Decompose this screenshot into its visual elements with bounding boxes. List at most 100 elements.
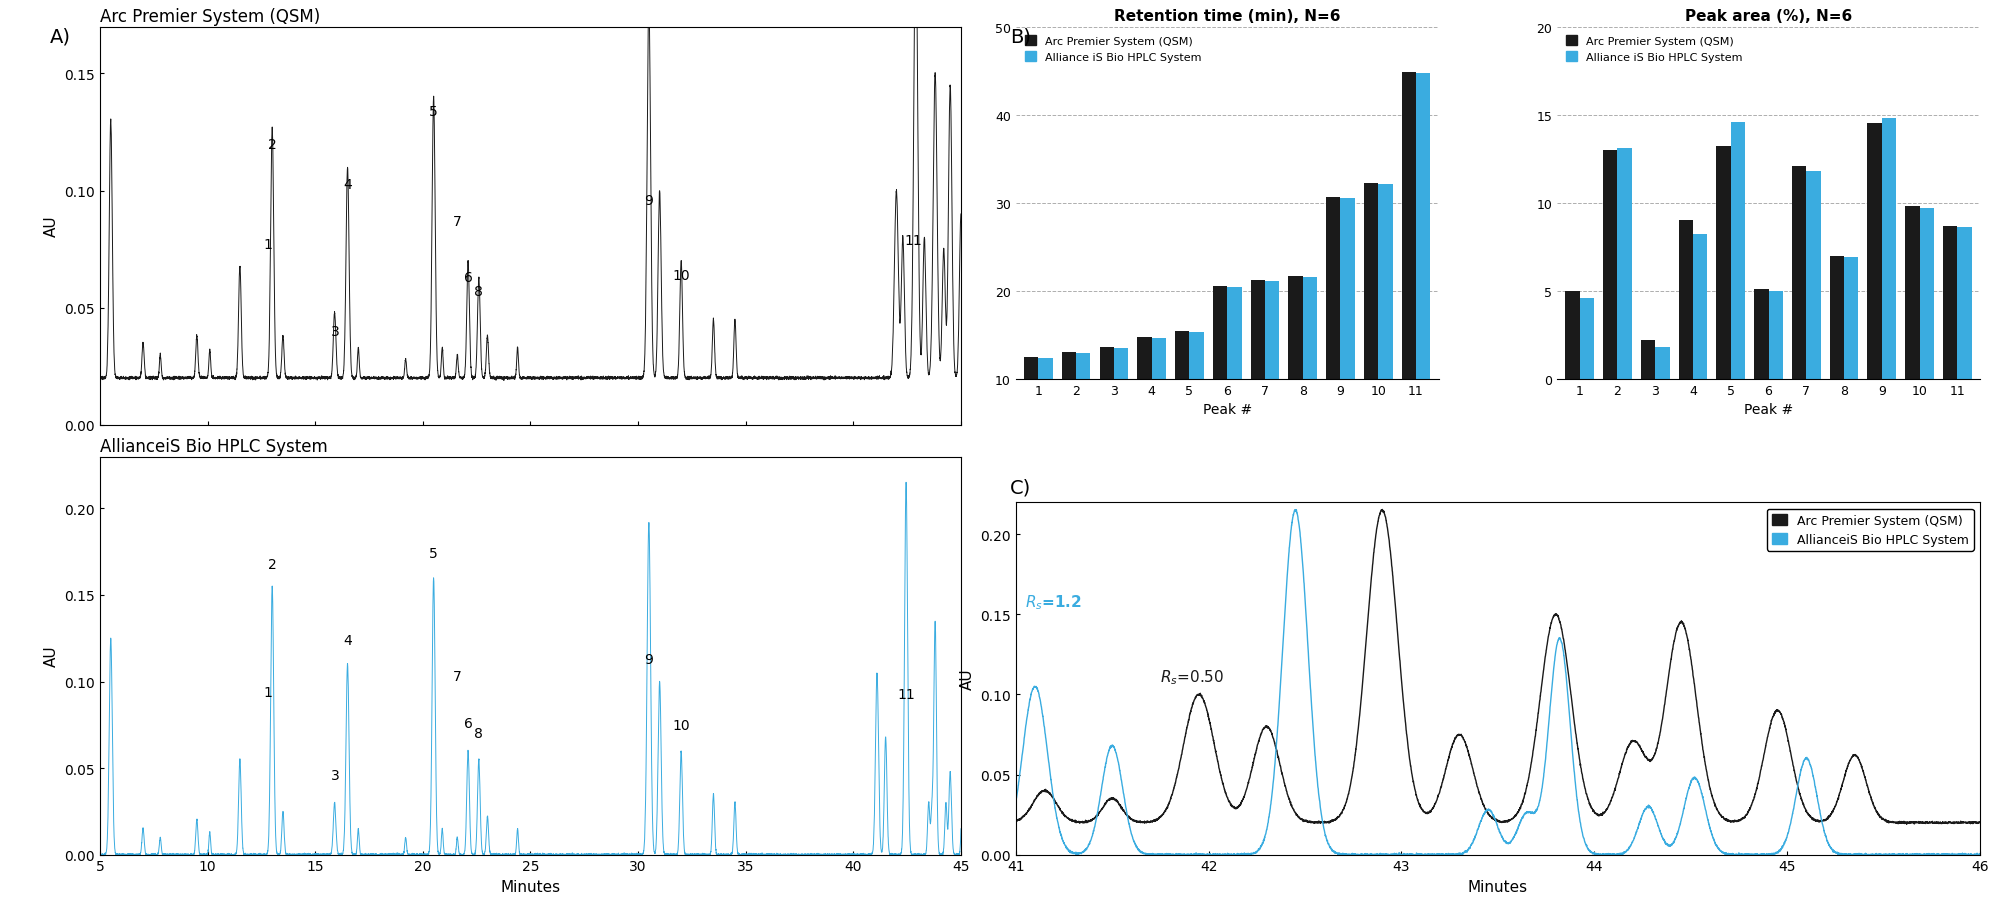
Bar	[1806, 172, 1820, 380]
Bar	[1882, 119, 1896, 380]
X-axis label: Minutes: Minutes	[500, 879, 560, 894]
Bar	[1920, 209, 1934, 380]
Bar	[1694, 235, 1708, 380]
Text: 11: 11	[898, 686, 914, 701]
Bar	[1288, 277, 1302, 468]
Text: 8: 8	[474, 285, 484, 299]
Bar	[1100, 348, 1114, 468]
Bar	[1678, 221, 1694, 380]
Bar	[1038, 358, 1052, 468]
Bar	[1190, 333, 1204, 468]
Bar	[1618, 149, 1632, 380]
AllianceiS Bio HPLC System	[1582, 848, 1606, 859]
Legend: Arc Premier System (QSM), Alliance iS Bio HPLC System: Arc Premier System (QSM), Alliance iS Bi…	[1022, 33, 1204, 66]
Bar	[1212, 287, 1228, 468]
Bar	[1176, 332, 1190, 468]
Text: 8: 8	[474, 727, 484, 741]
Bar	[1364, 184, 1378, 468]
Bar	[1830, 256, 1844, 380]
Bar	[1378, 185, 1392, 468]
Text: 7: 7	[452, 215, 462, 229]
Y-axis label: AU: AU	[44, 645, 58, 666]
Bar	[1264, 282, 1280, 468]
Bar	[1076, 353, 1090, 468]
Text: 2: 2	[268, 557, 276, 571]
Text: 7: 7	[452, 670, 462, 684]
Text: AllianceiS Bio HPLC System: AllianceiS Bio HPLC System	[100, 437, 328, 456]
Arc Premier System (QSM)	[1582, 806, 1606, 817]
Bar	[1566, 291, 1580, 380]
Bar	[1416, 74, 1430, 468]
AllianceiS Bio HPLC System	[1136, 849, 1160, 860]
Legend: Arc Premier System (QSM), Alliance iS Bio HPLC System: Arc Premier System (QSM), Alliance iS Bi…	[1562, 33, 1746, 66]
Text: 1: 1	[264, 238, 272, 252]
Bar	[1844, 258, 1858, 380]
Text: 4: 4	[344, 177, 352, 191]
Text: 3: 3	[332, 768, 340, 782]
Text: A): A)	[50, 28, 72, 47]
Text: 4: 4	[344, 633, 352, 647]
X-axis label: Peak #: Peak #	[1202, 403, 1252, 417]
AllianceiS Bio HPLC System	[1724, 849, 1748, 860]
Arc Premier System (QSM)	[1632, 748, 1656, 759]
Text: 5: 5	[430, 547, 438, 561]
Text: $R_s$=1.2: $R_s$=1.2	[1026, 593, 1082, 611]
Line: AllianceiS Bio HPLC System: AllianceiS Bio HPLC System	[1016, 510, 1980, 855]
AllianceiS Bio HPLC System	[1284, 505, 1308, 516]
Text: 5: 5	[430, 105, 438, 119]
Y-axis label: AU: AU	[960, 668, 974, 689]
Text: $R_s$=0.50: $R_s$=0.50	[1160, 668, 1224, 686]
Bar	[1326, 199, 1340, 468]
AllianceiS Bio HPLC System	[1004, 799, 1028, 810]
Text: 10: 10	[672, 268, 690, 282]
Bar	[1640, 341, 1656, 380]
Bar	[1792, 166, 1806, 380]
X-axis label: Peak #: Peak #	[1744, 403, 1794, 417]
Bar	[1114, 348, 1128, 468]
Text: 10: 10	[672, 718, 690, 732]
Text: 3: 3	[332, 324, 340, 339]
Arc Premier System (QSM)	[1968, 816, 1992, 827]
Bar	[1302, 278, 1318, 468]
Bar	[1228, 288, 1242, 468]
Bar	[1716, 147, 1730, 380]
Y-axis label: AU: AU	[44, 216, 58, 237]
Arc Premier System (QSM)	[1372, 508, 1396, 519]
Arc Premier System (QSM)	[1178, 707, 1202, 718]
Bar	[1754, 289, 1768, 380]
AllianceiS Bio HPLC System	[1632, 808, 1656, 819]
Bar	[1958, 228, 1972, 380]
Text: 6: 6	[464, 716, 472, 731]
Bar	[1768, 291, 1782, 380]
Text: C): C)	[1010, 478, 1032, 497]
Text: Arc Premier System (QSM): Arc Premier System (QSM)	[100, 8, 320, 26]
Arc Premier System (QSM)	[1796, 810, 1820, 821]
Bar	[1730, 122, 1746, 380]
Text: 1: 1	[264, 685, 272, 699]
Text: 11: 11	[904, 233, 922, 247]
Text: 9: 9	[644, 652, 654, 666]
X-axis label: Minutes: Minutes	[1468, 879, 1528, 894]
Bar	[1062, 352, 1076, 468]
Text: 6: 6	[464, 271, 472, 285]
Arc Premier System (QSM)	[1724, 815, 1748, 826]
Bar	[1656, 348, 1670, 380]
Legend: Arc Premier System (QSM), AllianceiS Bio HPLC System: Arc Premier System (QSM), AllianceiS Bio…	[1766, 509, 1974, 551]
Text: 2: 2	[268, 138, 276, 152]
Bar	[1580, 299, 1594, 380]
Arc Premier System (QSM)	[1004, 817, 1028, 828]
AllianceiS Bio HPLC System	[1968, 849, 1992, 860]
Arc Premier System (QSM)	[1370, 505, 1394, 516]
Bar	[1604, 151, 1618, 380]
AllianceiS Bio HPLC System	[1180, 849, 1204, 860]
Title: Retention time (min), N=6: Retention time (min), N=6	[1114, 8, 1340, 24]
Line: Arc Premier System (QSM): Arc Premier System (QSM)	[1016, 510, 1980, 824]
AllianceiS Bio HPLC System	[1372, 849, 1396, 860]
AllianceiS Bio HPLC System	[1796, 755, 1820, 766]
Bar	[1402, 74, 1416, 468]
Bar	[1906, 207, 1920, 380]
Bar	[1024, 357, 1038, 468]
Bar	[1340, 199, 1354, 468]
Text: 9: 9	[644, 194, 654, 208]
Arc Premier System (QSM)	[1894, 819, 1918, 830]
